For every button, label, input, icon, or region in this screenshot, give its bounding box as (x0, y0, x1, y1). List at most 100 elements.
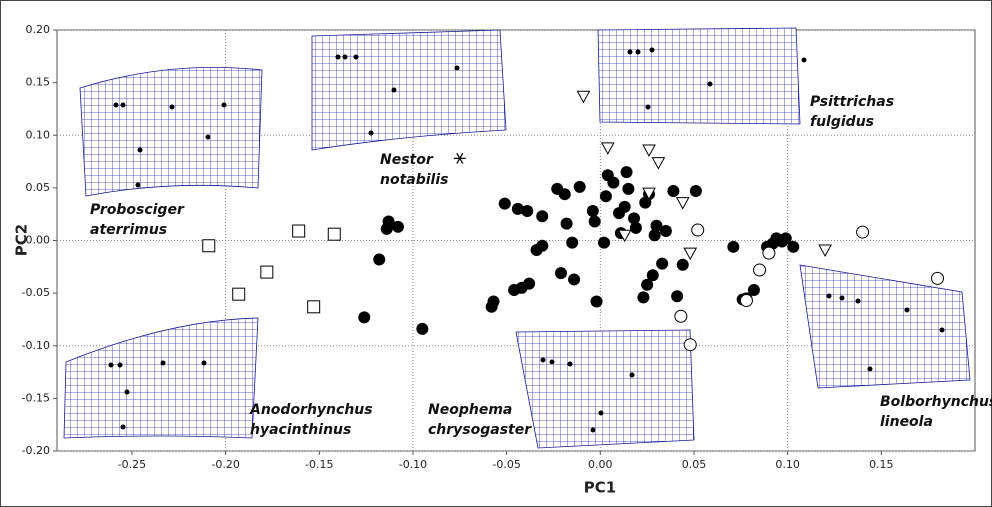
species-label: fulgidus (810, 114, 874, 130)
point (622, 182, 635, 195)
landmarks (108, 47, 945, 433)
point (642, 144, 656, 158)
x-tick-label: 0.10 (775, 458, 800, 471)
point (416, 322, 429, 335)
point (373, 253, 386, 266)
point (675, 197, 690, 210)
x-tick-label: -0.25 (118, 458, 146, 471)
species-label: hyacinthinus (250, 422, 351, 438)
point (521, 205, 534, 218)
point (600, 142, 615, 155)
y-tick-label: 0.15 (26, 76, 51, 89)
species-label: notabilis (380, 172, 448, 188)
point (629, 221, 642, 234)
species-label: chrysogaster (428, 422, 532, 438)
point (498, 197, 511, 210)
point (787, 240, 800, 253)
point (727, 240, 740, 253)
point (617, 229, 632, 243)
point (523, 277, 536, 290)
point (566, 236, 579, 249)
y-tick-label: -0.05 (22, 286, 50, 299)
point (307, 300, 321, 314)
x-tick-label: 0.05 (682, 458, 707, 471)
point (674, 309, 688, 323)
point (641, 278, 654, 291)
deformation-grid (311, 29, 507, 151)
y-tick-label: 0.00 (26, 234, 51, 247)
y-axis-title: PC2 (13, 224, 31, 256)
point (586, 205, 599, 218)
y-tick-label: 0.05 (26, 181, 51, 194)
deformation-grids (63, 27, 971, 449)
point (683, 247, 698, 261)
y-tick-label: 0.10 (26, 128, 51, 141)
x-tick-label: -0.05 (492, 458, 520, 471)
point (391, 220, 404, 233)
point (511, 202, 524, 215)
point (327, 227, 341, 241)
point (667, 185, 680, 198)
point (536, 210, 549, 223)
point (620, 166, 633, 179)
point (573, 180, 586, 193)
x-axis-title: PC1 (584, 479, 616, 497)
species-label: Probosciger (90, 202, 185, 218)
point (568, 273, 581, 286)
y-tick-label: -0.10 (22, 339, 50, 352)
species-label: Psittrichas (810, 94, 894, 110)
point (650, 219, 663, 232)
point (599, 190, 612, 203)
point (931, 271, 945, 285)
point (628, 212, 641, 225)
x-tick-label: 0.00 (588, 458, 613, 471)
point (747, 283, 760, 296)
x-tick-label: -0.20 (211, 458, 239, 471)
point (607, 176, 620, 189)
point (856, 225, 870, 239)
deformation-grid (79, 66, 263, 197)
deformation-grid (63, 317, 259, 439)
point (260, 265, 274, 279)
species-label: Bolborhynchus (880, 394, 992, 410)
point (588, 215, 601, 228)
point (453, 152, 466, 164)
point (676, 258, 689, 271)
point (651, 157, 666, 170)
point (618, 200, 631, 213)
x-tick-label: 0.15 (869, 458, 894, 471)
point (232, 287, 246, 301)
point (380, 222, 393, 235)
point (202, 239, 216, 253)
point (818, 244, 832, 258)
species-label: aterrimus (90, 222, 167, 238)
point (779, 232, 792, 245)
point (292, 224, 306, 238)
point (576, 90, 591, 104)
species-label: Anodorhynchus (249, 402, 373, 418)
point (590, 295, 603, 308)
point (642, 187, 656, 201)
point (358, 311, 371, 324)
deformation-grid (515, 329, 695, 449)
x-tick-label: -0.15 (305, 458, 333, 471)
species-label: Nestor (380, 152, 434, 168)
point (558, 188, 571, 201)
point (598, 236, 611, 249)
point (656, 257, 669, 270)
point (739, 293, 753, 307)
point (560, 217, 573, 230)
point (637, 291, 650, 304)
species-label: Neophema (428, 402, 512, 418)
point (691, 223, 705, 237)
y-tick-label: -0.20 (22, 444, 50, 457)
point (646, 269, 659, 282)
point (671, 290, 684, 303)
deformation-grid (597, 27, 801, 125)
point (659, 225, 672, 238)
point (648, 229, 661, 242)
y-tick-label: 0.20 (26, 23, 51, 36)
species-label: lineola (880, 414, 933, 430)
x-tick-label: -0.10 (399, 458, 427, 471)
